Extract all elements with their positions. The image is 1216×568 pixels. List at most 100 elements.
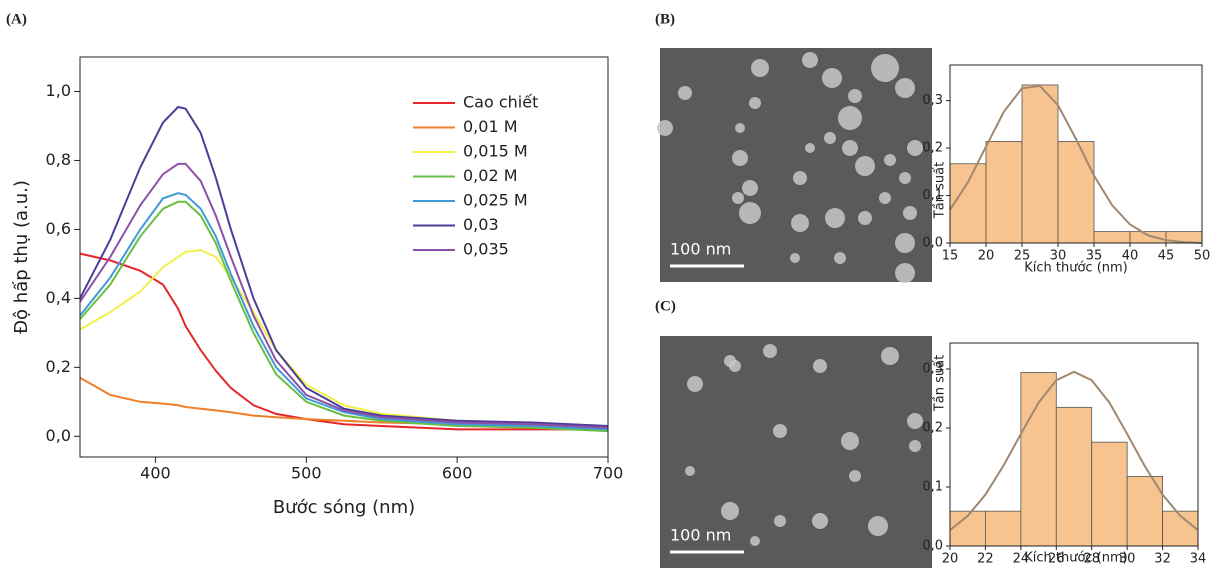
legend-label: 0,02 M — [463, 166, 518, 185]
histogram-bar — [1020, 372, 1057, 547]
scale-bar-label: 100 nm — [670, 240, 731, 259]
particle — [907, 413, 923, 429]
x-tick-label: 20 — [942, 552, 959, 567]
histogram-bar — [985, 141, 1023, 244]
legend-label: 0,01 M — [463, 117, 518, 136]
micrograph — [660, 48, 932, 282]
x-tick-label: 32 — [1154, 552, 1171, 567]
particle — [899, 172, 911, 184]
x-tick-label: 45 — [1158, 249, 1175, 264]
x-tick-label: 40 — [1122, 249, 1139, 264]
plot-frame — [949, 342, 1199, 547]
particle — [848, 89, 862, 103]
legend-label: Cao chiết — [463, 93, 538, 112]
line-series — [79, 105, 609, 427]
histogram-bar — [1091, 441, 1128, 547]
y-tick-label: 0,1 — [922, 479, 943, 494]
x-tick-label: 35 — [1086, 249, 1103, 264]
x-tick-label: 26 — [1048, 552, 1065, 567]
x-tick-label: 24 — [1013, 552, 1030, 567]
particle — [687, 376, 703, 392]
histogram-bar — [985, 510, 1022, 547]
panel-label: (C) — [655, 298, 676, 314]
particle — [678, 86, 692, 100]
x-tick-label: 30 — [1119, 552, 1136, 567]
particle — [791, 214, 809, 232]
y-tick-label: 0,3 — [922, 361, 943, 376]
particle — [813, 359, 827, 373]
particle — [909, 440, 921, 452]
particle — [825, 208, 845, 228]
x-axis-label: Kích thước (nm) — [1024, 551, 1128, 566]
particle — [742, 180, 758, 196]
particle — [790, 253, 800, 263]
line-series — [79, 376, 609, 429]
chart: (A) 400 500 600 700 0,0 0,2 0,4 0,6 0,8 1,0 Bước só… — [6, 11, 623, 518]
y-tick-label: 0,4 — [46, 288, 71, 307]
particle — [749, 97, 761, 109]
legend-label: 0,035 — [463, 240, 509, 259]
particle — [855, 156, 875, 176]
fit-curve — [949, 84, 1203, 244]
line-series — [79, 192, 609, 431]
y-tick-label: 0,2 — [922, 420, 943, 435]
y-tick-label: 0,0 — [922, 236, 943, 251]
x-tick-label: 34 — [1190, 552, 1207, 567]
particle — [841, 432, 859, 450]
particle — [657, 120, 673, 136]
particle — [732, 150, 748, 166]
plot-frame — [79, 56, 609, 458]
x-axis-label: Bước sóng (nm) — [273, 497, 415, 518]
particle — [729, 360, 741, 372]
x-tick-label: 28 — [1083, 552, 1100, 567]
y-tick-label: 0,3 — [922, 93, 943, 108]
particle — [732, 192, 744, 204]
particle — [822, 68, 842, 88]
particle — [834, 252, 846, 264]
y-tick-label: 0,0 — [922, 539, 943, 554]
x-tick-label: 500 — [291, 464, 322, 483]
chart: (C) 100 nm 20 22 24 26 28 30 32 34 0,0 0,1 0,2 0,3 Kíc… — [655, 298, 1206, 568]
line-series — [79, 249, 609, 429]
y-tick-label: 0,2 — [46, 357, 71, 376]
y-axis-label: Tần suất — [933, 162, 948, 219]
x-tick-label: 50 — [1194, 249, 1211, 264]
histogram-bar — [1093, 231, 1131, 244]
y-tick-label: 0,1 — [922, 188, 943, 203]
particle — [773, 424, 787, 438]
line-series — [79, 162, 609, 429]
panel-label: (B) — [655, 11, 675, 27]
particle — [868, 516, 888, 536]
particle — [721, 502, 739, 520]
y-tick-label: 0,8 — [46, 150, 71, 169]
particle — [805, 143, 815, 153]
x-tick-label: 700 — [593, 464, 624, 483]
line-series — [79, 200, 609, 433]
fit-curve — [949, 370, 1199, 531]
histogram-bar — [1057, 141, 1095, 244]
x-tick-label: 20 — [978, 249, 995, 264]
x-tick-label: 25 — [1014, 249, 1031, 264]
particle — [881, 347, 899, 365]
line-series — [79, 252, 608, 431]
particle — [903, 206, 917, 220]
particle — [824, 132, 836, 144]
particle — [739, 202, 761, 224]
particle — [838, 106, 862, 130]
histogram-bar — [1055, 406, 1093, 547]
particle — [849, 470, 861, 482]
y-tick-label: 0,0 — [46, 426, 71, 445]
particle — [871, 54, 899, 82]
particle — [895, 78, 915, 98]
y-axis-label: Tần suất — [933, 355, 948, 412]
legend-label: 0,025 M — [463, 191, 528, 210]
particle — [685, 466, 695, 476]
x-axis-label: Kích thước (nm) — [1024, 261, 1128, 276]
particle — [735, 123, 745, 133]
particle — [907, 140, 923, 156]
x-tick-label: 30 — [1050, 249, 1067, 264]
legend-label: 0,03 — [463, 215, 499, 234]
particle — [793, 171, 807, 185]
chart: (B) 100 nm 15 20 25 30 35 40 45 50 0,0 0,1 0,2 0,3 Kíc… — [655, 11, 1210, 283]
